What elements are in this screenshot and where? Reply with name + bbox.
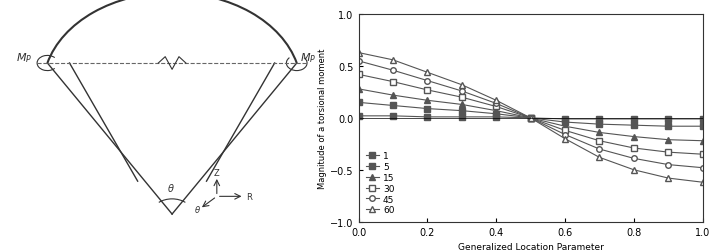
Line: 30: 30: [356, 72, 706, 157]
Line: 45: 45: [356, 59, 706, 171]
5: [664, 125, 673, 128]
45: [595, 148, 604, 151]
45: [664, 164, 673, 167]
1: [561, 118, 569, 121]
60: [630, 169, 638, 172]
1: [389, 115, 397, 118]
30: [595, 140, 604, 143]
45: [698, 167, 707, 170]
30: [630, 147, 638, 150]
5: [526, 117, 535, 120]
60: [595, 156, 604, 159]
5: [595, 123, 604, 126]
Line: 1: 1: [356, 114, 706, 122]
60: [492, 99, 500, 102]
1: [595, 118, 604, 121]
15: [664, 139, 673, 142]
1: [526, 117, 535, 120]
15: [595, 131, 604, 134]
30: [457, 96, 466, 99]
Line: 15: 15: [356, 87, 706, 144]
Text: $M_P$: $M_P$: [300, 51, 316, 65]
30: [561, 129, 569, 132]
1: [664, 118, 673, 121]
5: [698, 125, 707, 128]
60: [389, 59, 397, 62]
Text: Z: Z: [214, 168, 219, 177]
Text: $\theta$: $\theta$: [194, 203, 201, 214]
5: [457, 110, 466, 113]
5: [389, 105, 397, 108]
45: [492, 103, 500, 106]
Line: 5: 5: [356, 100, 706, 130]
5: [354, 102, 363, 105]
30: [526, 117, 535, 120]
60: [698, 181, 707, 184]
15: [457, 104, 466, 107]
60: [457, 84, 466, 87]
5: [492, 113, 500, 116]
X-axis label: Generalized Location Parameter: Generalized Location Parameter: [457, 242, 604, 251]
30: [354, 74, 363, 77]
Text: $M_P$: $M_P$: [16, 51, 33, 65]
45: [561, 134, 569, 137]
Line: 60: 60: [356, 51, 706, 185]
1: [354, 115, 363, 118]
45: [630, 157, 638, 160]
15: [354, 88, 363, 91]
30: [492, 106, 500, 109]
60: [354, 52, 363, 55]
45: [526, 117, 535, 120]
1: [457, 116, 466, 119]
15: [698, 140, 707, 143]
45: [457, 90, 466, 93]
30: [423, 89, 432, 92]
15: [423, 99, 432, 102]
30: [389, 81, 397, 84]
30: [698, 153, 707, 156]
1: [698, 118, 707, 121]
1: [492, 116, 500, 119]
60: [526, 117, 535, 120]
1: [423, 116, 432, 119]
Y-axis label: Magnitude of a torsional moment: Magnitude of a torsional moment: [318, 49, 328, 188]
60: [561, 138, 569, 141]
15: [492, 110, 500, 113]
Text: R: R: [246, 192, 252, 201]
5: [561, 121, 569, 124]
45: [354, 60, 363, 63]
15: [561, 125, 569, 128]
15: [630, 136, 638, 139]
5: [630, 124, 638, 127]
Legend: 1, 5, 15, 30, 45, 60: 1, 5, 15, 30, 45, 60: [363, 149, 397, 217]
45: [389, 69, 397, 72]
5: [423, 108, 432, 111]
15: [526, 117, 535, 120]
60: [423, 72, 432, 75]
45: [423, 80, 432, 83]
1: [630, 118, 638, 121]
30: [664, 151, 673, 154]
Text: $\theta$: $\theta$: [167, 181, 175, 194]
60: [664, 177, 673, 180]
15: [389, 94, 397, 97]
